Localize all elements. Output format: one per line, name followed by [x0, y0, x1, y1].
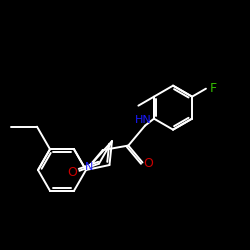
Text: N: N — [85, 162, 93, 172]
Text: HN: HN — [135, 115, 152, 125]
Text: F: F — [210, 82, 216, 95]
Text: O: O — [68, 166, 78, 179]
Text: O: O — [144, 157, 154, 170]
